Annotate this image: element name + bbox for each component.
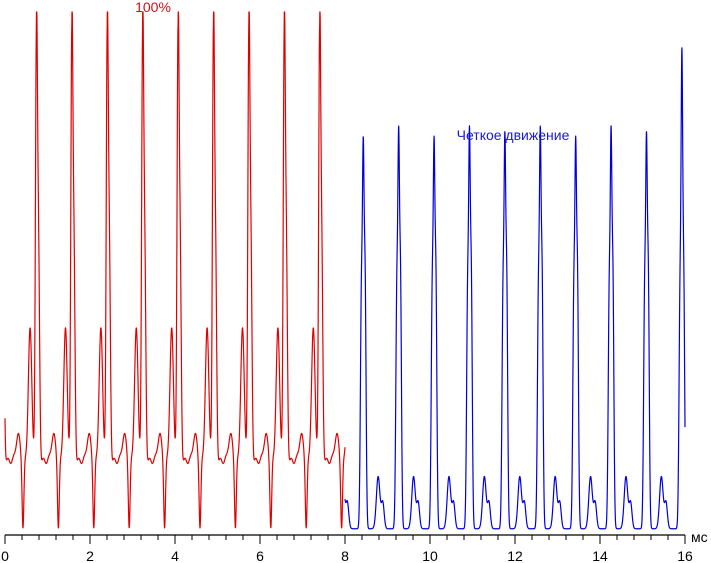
x-tick-label: 14 [592,548,608,563]
series-line-1 [4,11,346,529]
x-axis-tick-labels: 0 2 4 6 8 10 12 14 16 [1,548,693,563]
series-labels: 100% Четкое движение [135,0,569,143]
x-axis-unit-label: мс [691,529,708,545]
x-axis-ticks [4,535,686,544]
x-tick-label: 2 [86,548,94,563]
series-label-1: 100% [135,0,171,15]
x-tick-label: 0 [1,548,9,563]
x-tick-label: 4 [171,548,179,563]
x-tick-label: 8 [341,548,349,563]
series-line-2 [344,47,686,530]
series-label-2: Четкое движение [457,127,570,143]
x-axis: 0 2 4 6 8 10 12 14 16 мс [1,529,708,563]
x-tick-label: 12 [507,548,523,563]
x-tick-label: 16 [677,548,693,563]
traces-group [4,11,686,530]
x-tick-label: 10 [422,548,438,563]
x-tick-label: 6 [256,548,264,563]
